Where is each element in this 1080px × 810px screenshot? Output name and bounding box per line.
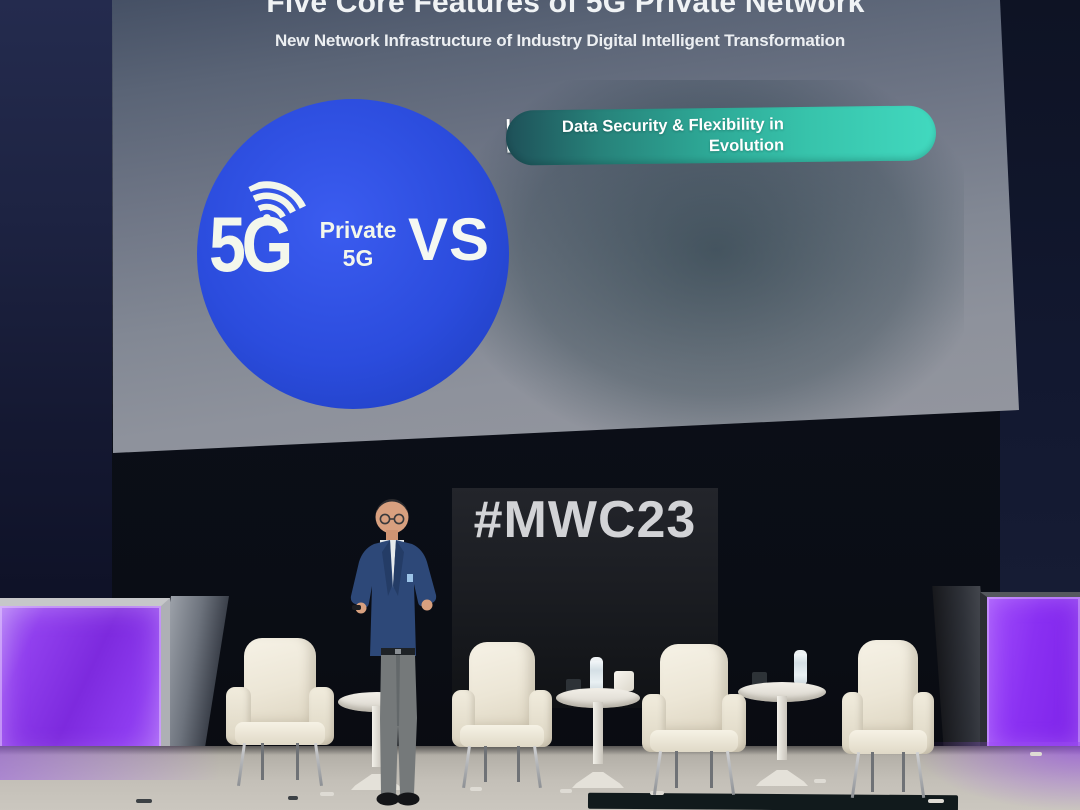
person-blazer bbox=[350, 540, 437, 656]
table-stem bbox=[777, 696, 787, 761]
chair-leg bbox=[726, 750, 736, 794]
chair-leg bbox=[517, 745, 520, 783]
floor-tape-mark-dark bbox=[288, 796, 298, 800]
chair-back bbox=[659, 644, 729, 734]
white-cube-speaker bbox=[614, 671, 634, 691]
comparison-row-public-networks: Public Networks Data Security & Flexibil… bbox=[505, 105, 937, 166]
table-top bbox=[556, 688, 640, 708]
floor-horizon-shadow bbox=[0, 746, 1080, 755]
presentation-screen: Five Core Features of 5G Private Network… bbox=[112, 0, 1019, 453]
slide-subtitle: New Network Infrastructure of Industry D… bbox=[274, 31, 846, 50]
white-armchair bbox=[842, 640, 934, 798]
comparison-list: Wi Fi TM & Cable Safer Wi Fi TM Stabler … bbox=[505, 105, 937, 166]
presenter bbox=[350, 499, 437, 806]
floor-tape-mark bbox=[650, 791, 664, 795]
purple-light-panel-left bbox=[0, 598, 170, 758]
side-table bbox=[556, 657, 640, 788]
benefit-bar: Data Security & Flexibility in Evolution bbox=[505, 105, 937, 166]
floor-tape-mark bbox=[928, 799, 944, 803]
white-armchair bbox=[226, 638, 334, 786]
cup bbox=[752, 672, 767, 685]
chair-seat bbox=[460, 725, 544, 748]
floor-tape-mark bbox=[814, 779, 826, 783]
table-stem bbox=[593, 702, 603, 764]
chair-leg bbox=[871, 752, 875, 792]
floor-tape-mark-dark bbox=[136, 799, 152, 803]
side-table bbox=[738, 650, 826, 786]
5g-signal-arcs-icon bbox=[247, 181, 306, 223]
chair-back bbox=[469, 642, 535, 730]
chair-leg bbox=[296, 743, 300, 781]
chair-leg bbox=[850, 752, 861, 798]
person-shoes bbox=[396, 792, 420, 806]
slide-title: Five Core Features of 5G Private Network bbox=[266, 0, 865, 19]
person-neck bbox=[386, 530, 398, 540]
chair-seat bbox=[234, 722, 326, 745]
private-5g-label: Private 5G bbox=[310, 216, 406, 272]
private-label-line2: 5G bbox=[342, 245, 374, 271]
table-base bbox=[756, 770, 808, 786]
table-top bbox=[738, 682, 826, 702]
person-head bbox=[375, 500, 409, 534]
person-shoes bbox=[376, 792, 400, 806]
mwc23-sign-text: #MWC23 bbox=[473, 491, 697, 549]
5g-private-circle: 5G Private 5G VS bbox=[197, 99, 509, 409]
chair-seat bbox=[849, 730, 927, 754]
chair-leg bbox=[901, 752, 905, 792]
person-hand-right bbox=[421, 599, 433, 611]
chair-back bbox=[857, 640, 919, 735]
chair-back bbox=[244, 638, 316, 727]
private-label-line1: Private bbox=[319, 217, 397, 243]
white-armchair bbox=[642, 644, 746, 794]
presentation-clicker bbox=[352, 605, 361, 610]
row-benefit: Data Security & Flexibility in Evolution bbox=[561, 115, 785, 155]
chair-seat bbox=[650, 729, 738, 752]
floor-tape-mark bbox=[560, 789, 572, 793]
chair-leg bbox=[709, 750, 713, 788]
person-hair bbox=[376, 499, 408, 514]
chair-leg bbox=[313, 743, 323, 786]
water-bottle bbox=[794, 650, 807, 684]
floor-tape-mark bbox=[320, 792, 334, 796]
table-stem bbox=[372, 706, 382, 767]
chair-leg bbox=[675, 750, 679, 788]
chair-leg bbox=[260, 743, 264, 781]
floor-tape-mark bbox=[1030, 752, 1042, 756]
table-base bbox=[572, 772, 624, 788]
backdrop-left-band bbox=[0, 0, 112, 620]
white-armchair bbox=[452, 642, 552, 788]
water-bottle bbox=[590, 657, 603, 691]
chair-leg bbox=[915, 752, 926, 798]
floor-purple-glow-left bbox=[0, 746, 220, 780]
pocket-square bbox=[407, 574, 413, 582]
chair-leg bbox=[652, 750, 662, 794]
chair-leg bbox=[533, 745, 542, 788]
purple-light-panel-right bbox=[980, 592, 1080, 748]
vs-label: VS bbox=[408, 206, 491, 273]
floor-tape-mark bbox=[470, 787, 482, 791]
chair-leg bbox=[484, 745, 487, 783]
chair-leg bbox=[237, 743, 247, 786]
